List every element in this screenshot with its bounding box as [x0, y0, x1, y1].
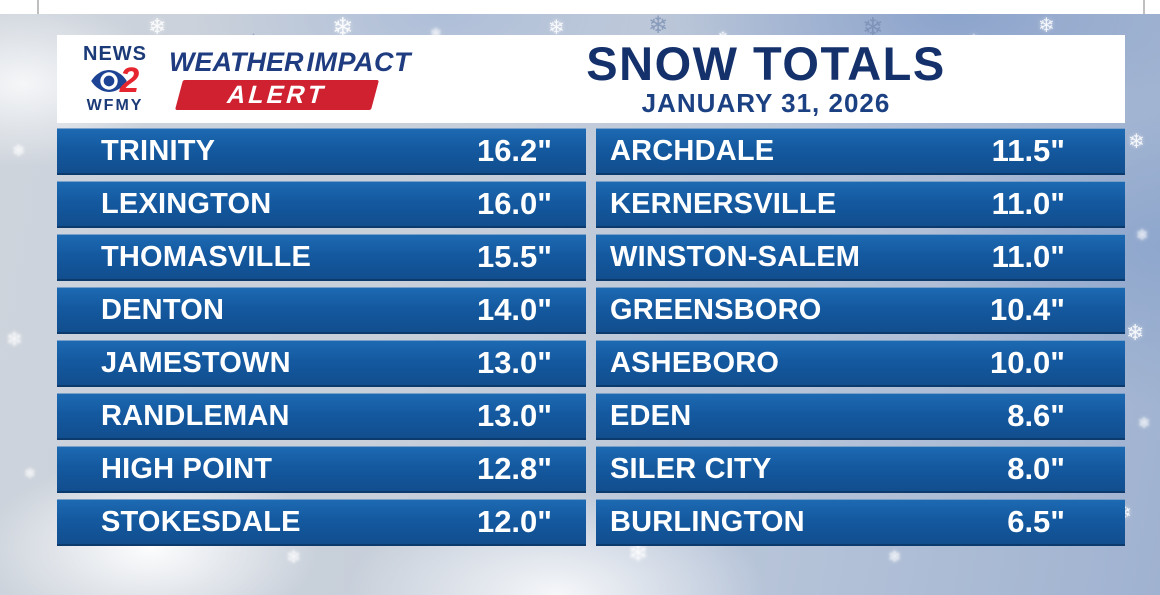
table-row: ASHEBORO 10.0" — [596, 340, 1125, 387]
snowflake-icon: ❄ — [332, 12, 354, 42]
strip-tick-left — [37, 0, 39, 14]
table-row: WINSTON-SALEM 11.0" — [596, 234, 1125, 281]
city-name: TRINITY — [101, 134, 216, 167]
table-row: LEXINGTON 16.0" — [57, 181, 586, 228]
snow-total-value: 13.0" — [476, 345, 552, 380]
city-name: WINSTON-SALEM — [610, 240, 861, 273]
city-name: GREENSBORO — [610, 293, 822, 326]
top-white-strip — [0, 0, 1160, 14]
snow-total-value: 8.0" — [1007, 451, 1065, 486]
snowflake-icon: ❄ — [1138, 415, 1151, 432]
snowflake-icon: ❄ — [548, 17, 565, 39]
city-name: HIGH POINT — [101, 452, 273, 485]
station-news-text: NEWS — [83, 43, 147, 66]
snow-total-value: 15.5" — [476, 239, 552, 274]
snow-total-value: 12.8" — [476, 451, 552, 486]
station-eye-row: 2 — [75, 61, 155, 101]
table-row: HIGH POINT 12.8" — [57, 446, 586, 493]
table-row: DENTON 14.0" — [57, 287, 586, 334]
snow-total-value: 8.6" — [1007, 398, 1065, 433]
impact-word: IMPACT — [306, 46, 411, 77]
table-row: JAMESTOWN 13.0" — [57, 340, 586, 387]
city-name: ARCHDALE — [610, 134, 775, 167]
city-name: DENTON — [101, 293, 225, 326]
snow-total-value: 13.0" — [476, 398, 552, 433]
snowflake-icon: ❄ — [12, 143, 26, 160]
weather-impact-alert-logo: WEATHER IMPACT ALERT — [169, 46, 411, 110]
city-name: BURLINGTON — [610, 505, 805, 538]
cbs-eye-icon — [90, 70, 127, 92]
city-name: KERNERSVILLE — [610, 187, 837, 220]
city-name: EDEN — [610, 399, 692, 432]
snow-total-value: 12.0" — [476, 504, 552, 539]
weather-word: WEATHER — [169, 46, 304, 77]
snow-total-value: 14.0" — [476, 292, 552, 327]
title-block: SNOW TOTALS JANUARY 31, 2026 — [407, 39, 1125, 119]
snowflake-icon: ❄ — [1126, 320, 1145, 345]
snow-total-value: 16.0" — [476, 186, 552, 221]
city-name: RANDLEMAN — [101, 399, 290, 432]
snowflake-icon: ❄ — [1038, 15, 1055, 37]
city-name: ASHEBORO — [610, 346, 780, 379]
snow-totals-graphic: NEWS 2 WFMY WEATHER IMPACT ALERT — [57, 35, 1125, 546]
table-row: ARCHDALE 11.5" — [596, 128, 1125, 175]
snow-total-value: 11.5" — [991, 133, 1065, 168]
snowflake-icon: ❄ — [1128, 131, 1145, 153]
table-row: KERNERSVILLE 11.0" — [596, 181, 1125, 228]
snowflake-icon: ❄ — [286, 547, 302, 567]
snowflake-icon: ❄ — [24, 465, 36, 481]
snow-totals-table: TRINITY 16.2" LEXINGTON 16.0" THOMASVILL… — [57, 128, 1125, 546]
city-name: SILER CITY — [610, 452, 772, 485]
strip-tick-right — [1143, 0, 1145, 14]
snowflake-icon: ❄ — [148, 14, 167, 39]
city-name: LEXINGTON — [101, 187, 272, 220]
snow-total-value: 6.5" — [1007, 504, 1065, 539]
weather-impact-wordmark: WEATHER IMPACT — [169, 46, 411, 77]
table-row: RANDLEMAN 13.0" — [57, 393, 586, 440]
snow-total-value: 11.0" — [991, 186, 1065, 221]
snow-total-value: 11.0" — [991, 239, 1065, 274]
snow-total-value: 10.4" — [989, 292, 1065, 327]
news2-wfmy-logo: NEWS 2 WFMY — [75, 44, 155, 114]
snowflake-icon: ❄ — [1136, 227, 1149, 244]
table-row: BURLINGTON 6.5" — [596, 499, 1125, 546]
snowflake-icon: ❄ — [648, 12, 669, 39]
city-name: STOKESDALE — [101, 505, 301, 538]
table-row: THOMASVILLE 15.5" — [57, 234, 586, 281]
snow-total-value: 10.0" — [989, 345, 1065, 380]
table-row: SILER CITY 8.0" — [596, 446, 1125, 493]
snow-totals-right-column: ARCHDALE 11.5" KERNERSVILLE 11.0" WINSTO… — [596, 128, 1125, 546]
graphic-title: SNOW TOTALS — [586, 37, 946, 91]
city-name: THOMASVILLE — [101, 240, 312, 273]
station-channel-number: 2 — [119, 61, 140, 101]
alert-banner: ALERT — [174, 79, 380, 110]
city-name: JAMESTOWN — [101, 346, 291, 379]
snowflake-icon: ❄ — [6, 329, 23, 351]
table-row: STOKESDALE 12.0" — [57, 499, 586, 546]
table-row: GREENSBORO 10.4" — [596, 287, 1125, 334]
snowflake-icon: ❄ — [888, 549, 902, 566]
station-call-sign: WFMY — [86, 96, 144, 114]
table-row: EDEN 8.6" — [596, 393, 1125, 440]
alert-banner-label: ALERT — [224, 80, 331, 108]
graphic-header: NEWS 2 WFMY WEATHER IMPACT ALERT — [57, 35, 1125, 123]
table-row: TRINITY 16.2" — [57, 128, 586, 175]
snowflake-icon: ❄ — [862, 12, 884, 42]
snow-total-value: 16.2" — [476, 133, 552, 168]
snowflake-icon: ❄ — [628, 540, 649, 567]
snow-totals-left-column: TRINITY 16.2" LEXINGTON 16.0" THOMASVILL… — [57, 128, 586, 546]
graphic-date: JANUARY 31, 2026 — [641, 87, 891, 118]
snowflake-icon: ❄ — [430, 25, 442, 41]
